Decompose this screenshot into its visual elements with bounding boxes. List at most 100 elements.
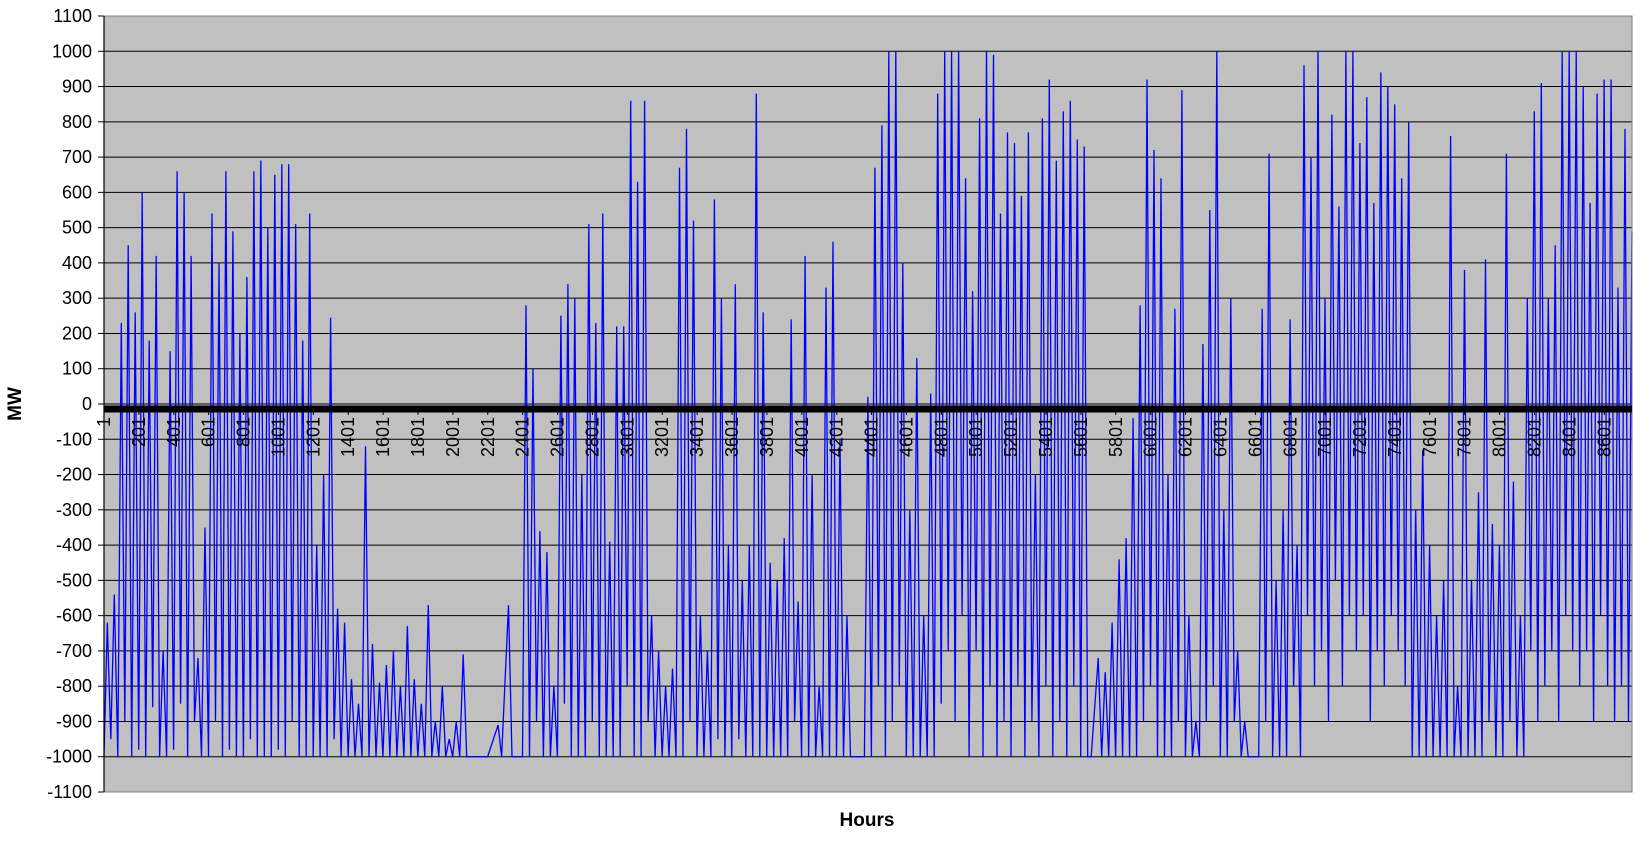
x-tick-label: 8001 [1490, 417, 1510, 457]
y-tick-label: -400 [56, 535, 92, 555]
y-tick-label: -600 [56, 606, 92, 626]
x-tick-label: 2401 [513, 417, 533, 457]
y-tick-label: 100 [62, 359, 92, 379]
x-tick-group: 3001 [617, 417, 637, 457]
x-tick-label: 7001 [1315, 417, 1335, 457]
x-tick-label: 5401 [1036, 417, 1056, 457]
x-tick-group: 7001 [1315, 417, 1335, 457]
x-tick-label: 3401 [687, 417, 707, 457]
x-tick-group: 5401 [1036, 417, 1056, 457]
x-tick-group: 7801 [1455, 417, 1475, 457]
x-tick-group: 1 [94, 417, 114, 427]
x-tick-label: 8401 [1559, 417, 1579, 457]
y-tick-label: -1000 [46, 747, 92, 767]
x-tick-label: 8201 [1524, 417, 1544, 457]
x-tick-label: 1801 [408, 417, 428, 457]
x-tick-group: 7401 [1385, 417, 1405, 457]
series-line-0 [103, 51, 1633, 758]
y-tick-label: 300 [62, 288, 92, 308]
x-tick-group: 4601 [896, 417, 916, 457]
x-tick-label: 7401 [1385, 417, 1405, 457]
x-tick-label: 801 [234, 417, 254, 447]
x-tick-group: 2801 [582, 417, 602, 457]
x-tick-label: 4001 [792, 417, 812, 457]
y-tick-label: -700 [56, 641, 92, 661]
y-tick-label: -500 [56, 570, 92, 590]
x-tick-group: 4401 [862, 417, 882, 457]
y-tick-labels: 110010009008007006005004003002001000-100… [46, 6, 92, 802]
y-axis-title: MW [5, 387, 26, 421]
x-tick-label: 7201 [1350, 417, 1370, 457]
y-tick-label: 200 [62, 323, 92, 343]
x-tick-label: 401 [164, 417, 184, 447]
x-tick-group: 6001 [1141, 417, 1161, 457]
x-tick-group: 401 [164, 417, 184, 447]
x-tick-group: 7601 [1420, 417, 1440, 457]
x-tick-label: 5801 [1106, 417, 1126, 457]
y-tick-label: -1100 [47, 782, 92, 802]
x-tick-group: 5801 [1106, 417, 1126, 457]
x-tick-label: 4801 [931, 417, 951, 457]
x-tick-label: 5001 [966, 417, 986, 457]
y-tick-label: 800 [62, 112, 92, 132]
x-tick-label: 3601 [722, 417, 742, 457]
x-tick-label: 4401 [862, 417, 882, 457]
x-tick-group: 8401 [1559, 417, 1579, 457]
x-tick-group: 4201 [827, 417, 847, 457]
x-tick-group: 1001 [268, 417, 288, 457]
x-axis-title: Hours [840, 810, 895, 831]
x-tick-group: 3401 [687, 417, 707, 457]
x-tick-group: 5601 [1071, 417, 1091, 457]
x-tick-group: 6801 [1280, 417, 1300, 457]
x-tick-label: 6601 [1245, 417, 1265, 457]
y-tick-label: -900 [56, 711, 92, 731]
x-tick-group: 8201 [1524, 417, 1544, 457]
x-tick-label: 2801 [582, 417, 602, 457]
x-tick-group: 3801 [757, 417, 777, 457]
x-tick-label: 6401 [1210, 417, 1230, 457]
x-tick-group: 601 [199, 417, 219, 447]
axes [103, 15, 1633, 793]
x-tick-label: 1 [94, 417, 114, 427]
x-tick-group: 4801 [931, 417, 951, 457]
x-tick-label: 1201 [303, 417, 323, 457]
y-tick-label: 400 [62, 253, 92, 273]
x-tick-group: 8001 [1490, 417, 1510, 457]
x-tick-group: 6401 [1210, 417, 1230, 457]
y-tick-label: -200 [56, 465, 92, 485]
x-tick-label: 4601 [896, 417, 916, 457]
x-tick-label: 6801 [1280, 417, 1300, 457]
x-tick-label: 7601 [1420, 417, 1440, 457]
x-tick-label: 1401 [338, 417, 358, 457]
x-tick-label: 2201 [478, 417, 498, 457]
x-tick-group: 6601 [1245, 417, 1265, 457]
x-tick-label: 8601 [1594, 417, 1614, 457]
y-tick-label: 1100 [53, 6, 92, 26]
x-tick-label: 2001 [443, 417, 463, 457]
x-tick-label: 1001 [268, 417, 288, 457]
x-tick-group: 801 [234, 417, 254, 447]
y-tick-label: -100 [56, 429, 92, 449]
x-tick-group: 5201 [1001, 417, 1021, 457]
x-tick-group: 1801 [408, 417, 428, 457]
x-tick-label: 601 [199, 417, 219, 447]
x-tick-group: 6201 [1176, 417, 1196, 457]
x-tick-group: 1401 [338, 417, 358, 457]
x-tick-label: 7801 [1455, 417, 1475, 457]
x-tick-label: 2601 [548, 417, 568, 457]
x-tick-label: 3801 [757, 417, 777, 457]
x-tick-labels: 1 201 401 601 801 1001 1201 1401 1601 1801 2001 220… [94, 409, 1614, 457]
x-tick-group: 2601 [548, 417, 568, 457]
y-tick-label: 600 [62, 182, 92, 202]
x-tick-label: 3001 [617, 417, 637, 457]
x-tick-label: 4201 [827, 417, 847, 457]
x-tick-group: 8601 [1594, 417, 1614, 457]
y-tick-label: 0 [82, 394, 92, 414]
y-tick-label: 1000 [52, 41, 92, 61]
series-group [103, 51, 1633, 758]
x-tick-label: 1601 [373, 417, 393, 457]
y-tick-label: 700 [62, 147, 92, 167]
x-tick-group: 3201 [652, 417, 672, 457]
y-tick-label: 900 [62, 77, 92, 97]
y-tick-label: -300 [56, 500, 92, 520]
